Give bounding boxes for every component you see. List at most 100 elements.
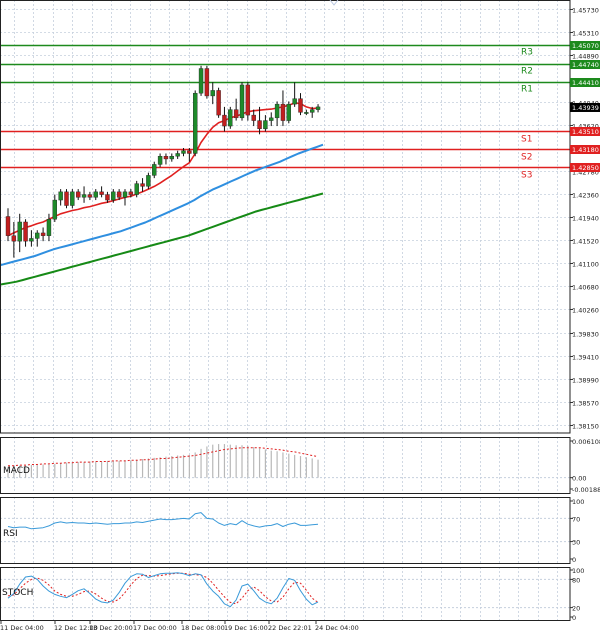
candle: [204, 65, 210, 99]
price-tick-label: 1.40260: [572, 307, 599, 315]
macd-tick-label: 0.00: [572, 475, 586, 483]
candle: [11, 221, 17, 258]
candle-body: [269, 117, 274, 121]
macd-tick-label: 0.006108: [572, 438, 600, 446]
panel-frames: [0, 0, 571, 621]
candle-body: [228, 109, 233, 127]
level-name-s1: S1: [521, 135, 532, 145]
level-name-r3: R3: [521, 48, 533, 58]
candle: [122, 189, 128, 206]
candle-body: [11, 235, 17, 242]
candle: [81, 186, 87, 203]
level-price-label: 1.43510: [572, 128, 599, 136]
candle: [222, 106, 227, 132]
indicator-panels: MACD RSI STOCH: [2, 444, 319, 608]
candle: [5, 208, 11, 242]
candle-body: [251, 114, 256, 121]
candle: [233, 98, 239, 121]
candle: [52, 194, 57, 222]
candle: [58, 189, 63, 206]
candlesticks: [5, 65, 321, 258]
candle: [140, 178, 145, 192]
candle-body: [152, 164, 157, 176]
level-price-label: 1.42850: [572, 164, 599, 172]
rsi-label: RSI: [3, 529, 18, 539]
candle: [157, 153, 163, 168]
candle-body: [29, 238, 34, 242]
pivot-levels: R3 R2 R1 S1 S2 S3: [0, 44, 570, 181]
candle-body: [169, 156, 175, 160]
time-tick-label: 22 Dec 22:01: [268, 624, 312, 632]
stoch-k-line: [7, 572, 319, 608]
level-price-label: 1.43180: [572, 146, 599, 154]
stoch-panel-frame: [0, 567, 571, 621]
candle-body: [40, 232, 46, 236]
stoch-tick-label: 80: [572, 576, 580, 584]
level-price-box: [570, 127, 600, 136]
time-tick-label: 19 Dec 16:00: [224, 624, 268, 632]
rsi-tick-label: 30: [572, 539, 580, 547]
current-price-box: [570, 102, 600, 112]
candle-body: [35, 232, 40, 239]
candle: [310, 106, 315, 118]
candle: [304, 109, 309, 116]
price-tick-label: 1.44890: [572, 53, 599, 61]
candle-body: [111, 191, 116, 201]
price-tick-label: 1.43620: [572, 123, 599, 131]
candle-body: [70, 191, 75, 206]
candle: [210, 82, 215, 105]
candle-body: [105, 194, 110, 201]
price-tick-label: 1.40680: [572, 284, 599, 292]
candle-body: [239, 84, 245, 119]
candle: [23, 219, 28, 247]
macd-tick-label: -0.001887: [572, 486, 600, 494]
rsi-tick-label: 70: [572, 515, 580, 523]
candle-body: [257, 120, 262, 130]
stoch-d-line: [7, 572, 319, 605]
level-price-label: 1.44740: [572, 61, 599, 69]
candle-body: [310, 109, 315, 113]
candle-body: [58, 191, 63, 201]
stoch-tick-label: 20: [572, 605, 580, 613]
candle: [35, 230, 40, 247]
candle-body: [93, 191, 98, 198]
candle-body: [140, 183, 145, 187]
price-axis: 1.457301.453101.448901.440401.436201.427…: [570, 7, 600, 622]
candle: [134, 180, 139, 198]
level-name-s3: S3: [521, 171, 532, 181]
ma-red-line: [7, 102, 319, 237]
candle-body: [157, 156, 163, 165]
stoch-tick-label: 100: [572, 567, 584, 575]
level-name-s2: S2: [521, 153, 532, 163]
candle: [216, 87, 221, 118]
candle-body: [286, 103, 291, 121]
candle: [116, 189, 122, 201]
candle-body: [175, 153, 180, 157]
candle: [228, 106, 233, 129]
level-price-box: [570, 78, 600, 87]
candle: [245, 82, 251, 121]
candle: [274, 101, 280, 127]
candle-body: [116, 191, 122, 198]
price-tick-label: 1.45310: [572, 30, 599, 38]
candle: [111, 189, 116, 203]
candle: [29, 230, 34, 247]
candle-body: [146, 175, 151, 187]
rsi-tick-label: 100: [572, 498, 584, 506]
candle: [93, 189, 98, 201]
time-tick-label: 12 Dec 12:00: [54, 624, 98, 632]
rsi-panel-frame: [0, 497, 571, 564]
candle: [75, 189, 81, 201]
price-tick-label: 1.39830: [572, 331, 599, 339]
candle: [198, 65, 204, 96]
candle-body: [304, 112, 309, 114]
stoch-tick-label: 0: [572, 614, 576, 622]
candle: [298, 93, 303, 116]
price-tick-label: 1.41520: [572, 238, 599, 246]
level-price-label: 1.45070: [572, 42, 599, 50]
candle-body: [99, 191, 104, 195]
macd-panel-frame: [0, 437, 571, 494]
current-price-label: 1.43939: [572, 104, 599, 112]
candle-body: [192, 92, 198, 154]
candle: [286, 101, 291, 124]
